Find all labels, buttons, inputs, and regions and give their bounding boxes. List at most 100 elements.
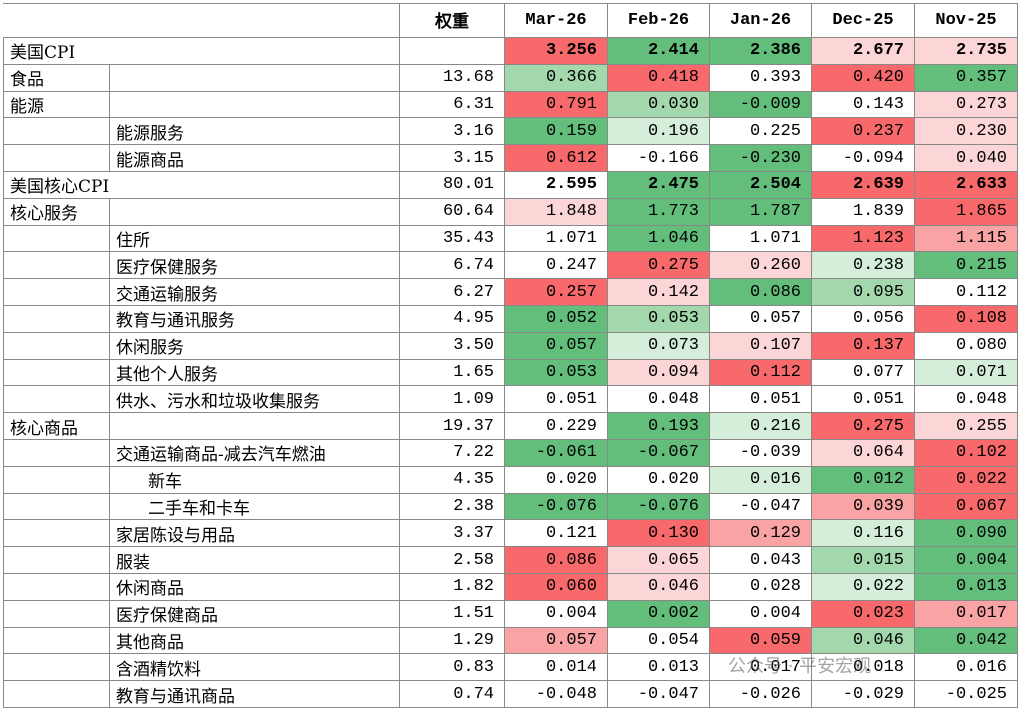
row-label: 休闲商品 — [110, 574, 400, 601]
value-cell: 0.247 — [505, 252, 608, 280]
header-blank — [3, 3, 400, 38]
weight: 1.09 — [400, 386, 505, 414]
weight: 2.58 — [400, 547, 505, 574]
value-cell: 0.004 — [505, 600, 608, 628]
row-label: 食品 — [3, 64, 400, 92]
value-cell: 0.112 — [915, 279, 1018, 306]
value-cell: 0.042 — [915, 627, 1018, 655]
row-label: 能源 — [3, 91, 400, 119]
row-label: 服装 — [110, 547, 400, 574]
indent-cell — [3, 493, 110, 521]
weight: 3.37 — [400, 520, 505, 548]
row-label: 新车 — [110, 466, 400, 494]
value-cell: -0.076 — [505, 493, 608, 521]
value-cell: 0.051 — [710, 386, 812, 414]
weight: 0.83 — [400, 654, 505, 682]
value-cell: 0.094 — [608, 359, 710, 387]
value-cell: 1.123 — [812, 225, 915, 253]
weight: 2.38 — [400, 493, 505, 521]
value-cell: 0.051 — [505, 386, 608, 414]
weight: 1.82 — [400, 574, 505, 601]
weight: 6.27 — [400, 279, 505, 306]
value-cell: 2.414 — [608, 38, 710, 65]
row-label: 含酒精饮料 — [110, 654, 400, 682]
value-cell: 0.020 — [608, 466, 710, 494]
row-label: 美国核心CPI — [3, 172, 400, 199]
value-cell: 0.048 — [915, 386, 1018, 414]
value-cell: 0.159 — [505, 118, 608, 146]
row-label: 能源服务 — [110, 118, 400, 146]
value-cell: 0.018 — [812, 654, 915, 682]
column-header: Dec-25 — [812, 3, 915, 38]
value-cell: 0.060 — [505, 574, 608, 601]
value-cell: 1.046 — [608, 225, 710, 253]
value-cell: 1.787 — [710, 198, 812, 226]
indent-cell — [3, 118, 110, 146]
value-cell: -0.039 — [710, 440, 812, 467]
weight: 35.43 — [400, 225, 505, 253]
value-cell: 0.393 — [710, 64, 812, 92]
value-cell: 3.256 — [505, 38, 608, 65]
value-cell: -0.026 — [710, 681, 812, 708]
value-cell: -0.047 — [608, 681, 710, 708]
value-cell: 0.090 — [915, 520, 1018, 548]
value-cell: 0.142 — [608, 279, 710, 306]
value-cell: 1.071 — [710, 225, 812, 253]
value-cell: 0.357 — [915, 64, 1018, 92]
weight: 1.29 — [400, 627, 505, 655]
value-cell: 0.260 — [710, 252, 812, 280]
cell-divider — [109, 64, 110, 92]
value-cell: 0.012 — [812, 466, 915, 494]
value-cell: 0.017 — [710, 654, 812, 682]
value-cell: -0.061 — [505, 440, 608, 467]
value-cell: 0.039 — [812, 493, 915, 521]
value-cell: 1.071 — [505, 225, 608, 253]
value-cell: 0.196 — [608, 118, 710, 146]
row-label: 交通运输服务 — [110, 279, 400, 306]
value-cell: -0.076 — [608, 493, 710, 521]
indent-cell — [3, 306, 110, 333]
row-label: 能源商品 — [110, 145, 400, 172]
value-cell: 0.065 — [608, 547, 710, 574]
value-cell: 0.004 — [915, 547, 1018, 574]
indent-cell — [3, 520, 110, 548]
row-label: 交通运输商品-减去汽车燃油 — [110, 440, 400, 467]
value-cell: 0.067 — [915, 493, 1018, 521]
value-cell: 0.237 — [812, 118, 915, 146]
value-cell: 0.056 — [812, 306, 915, 333]
value-cell: 0.013 — [915, 574, 1018, 601]
row-label: 核心服务 — [3, 198, 400, 226]
indent-cell — [3, 654, 110, 682]
value-cell: 0.053 — [608, 306, 710, 333]
value-cell: -0.048 — [505, 681, 608, 708]
indent-cell — [3, 359, 110, 387]
cell-divider — [109, 198, 110, 226]
indent-cell — [3, 252, 110, 280]
value-cell: 0.791 — [505, 91, 608, 119]
value-cell: 0.051 — [812, 386, 915, 414]
weight: 1.51 — [400, 600, 505, 628]
value-cell: -0.166 — [608, 145, 710, 172]
cell-divider — [109, 91, 110, 119]
value-cell: 0.143 — [812, 91, 915, 119]
value-cell: 0.016 — [710, 466, 812, 494]
weight: 3.16 — [400, 118, 505, 146]
row-label: 住所 — [110, 225, 400, 253]
value-cell: 0.002 — [608, 600, 710, 628]
value-cell: 0.064 — [812, 440, 915, 467]
value-cell: 0.046 — [812, 627, 915, 655]
value-cell: 0.095 — [812, 279, 915, 306]
table-border — [3, 3, 1018, 4]
value-cell: 0.273 — [915, 91, 1018, 119]
value-cell: -0.094 — [812, 145, 915, 172]
value-cell: -0.047 — [710, 493, 812, 521]
column-header: 权重 — [400, 3, 505, 38]
weight: 6.31 — [400, 91, 505, 119]
row-label: 休闲服务 — [110, 332, 400, 360]
indent-cell — [3, 627, 110, 655]
value-cell: 2.633 — [915, 172, 1018, 199]
value-cell: 0.229 — [505, 413, 608, 440]
indent-cell — [3, 332, 110, 360]
value-cell: 1.773 — [608, 198, 710, 226]
